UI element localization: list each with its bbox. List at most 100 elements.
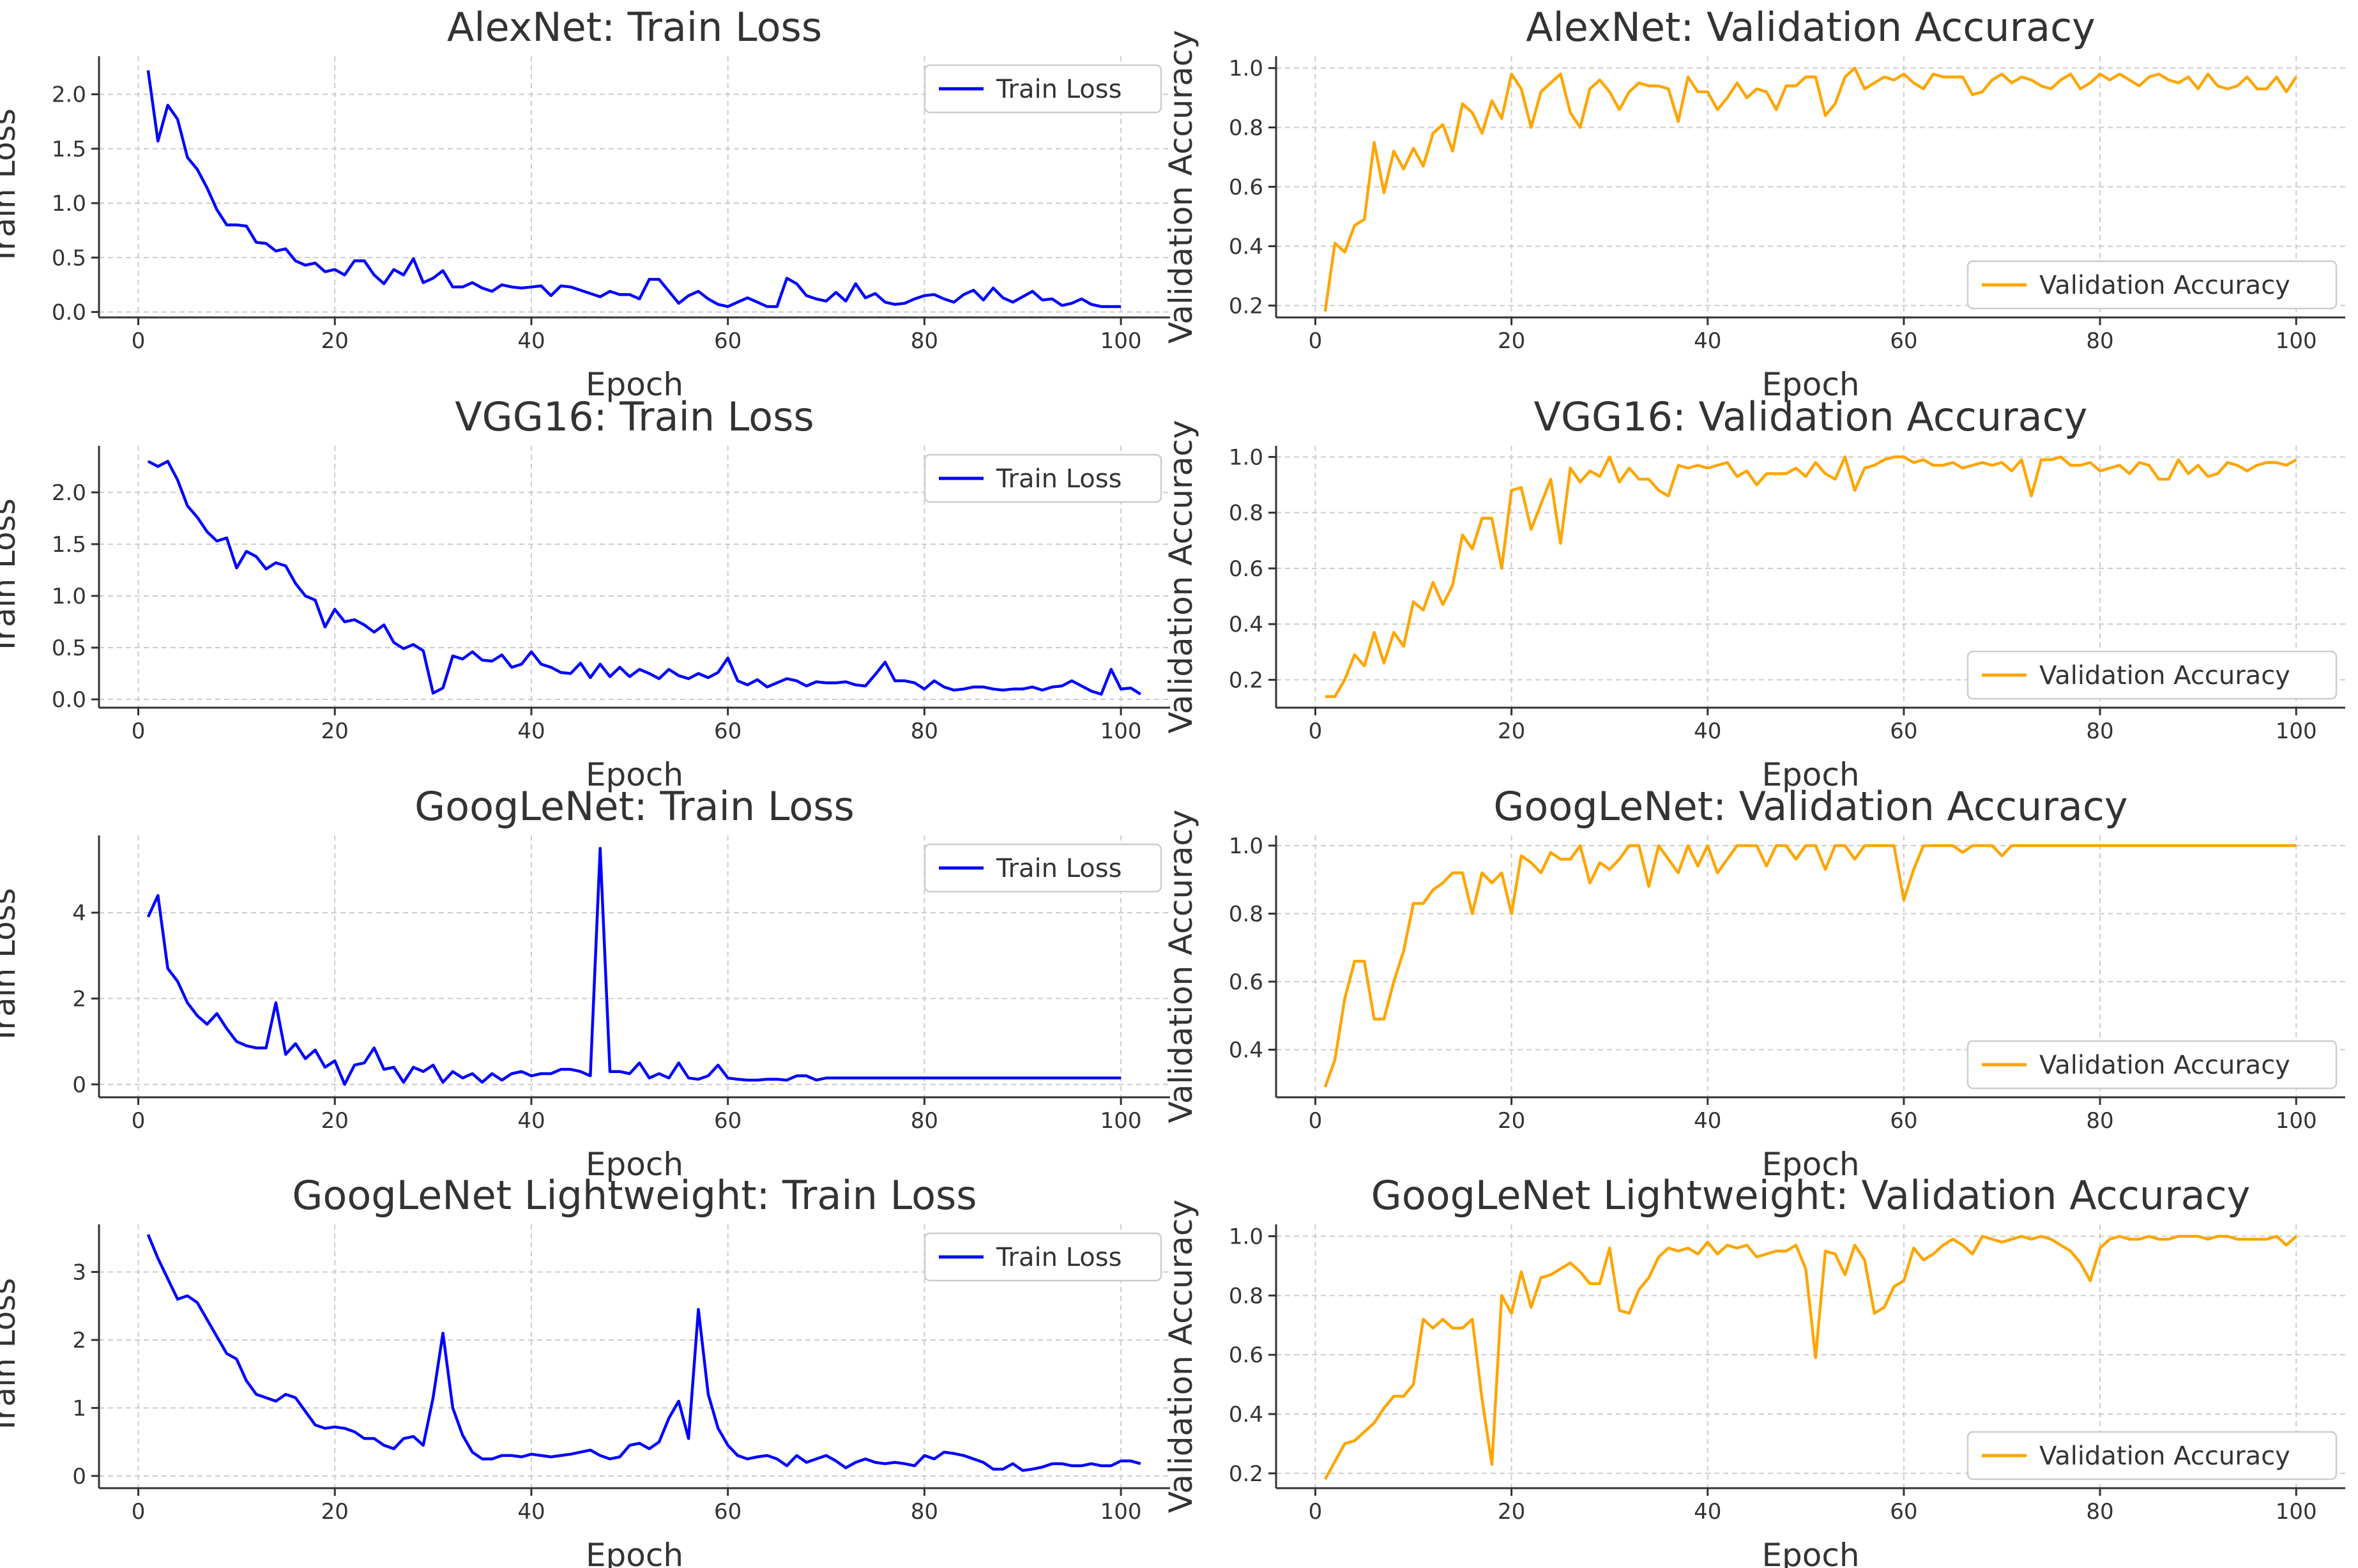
chart-0-legend: Train Loss [924,64,1162,114]
chart-4-ytick-label-0: 0 [72,1072,86,1098]
chart-0-xtick-label-0: 0 [132,328,146,354]
chart-7-ylabel: Validation Accuracy [1162,1199,1199,1513]
chart-2-xtick-label-0: 0 [132,719,146,744]
chart-3-ylabel: Validation Accuracy [1162,420,1199,733]
chart-2-ytick-label-2: 1.0 [52,584,86,609]
chart-0-ytick-label-1: 0.5 [52,245,86,271]
chart-6-series-line-0 [146,1234,1141,1472]
chart-2-legend: Train Loss [924,453,1162,503]
chart-0-title: AlexNet: Train Loss [447,4,822,50]
chart-5-ytick-label-0: 0.4 [1229,1037,1263,1063]
chart-2-series-line-0 [147,460,1142,696]
chart-6-legend: Train Loss [924,1232,1162,1282]
chart-7-xtick-label-4: 80 [2086,1499,2113,1525]
chart-0-xtick-label-2: 40 [517,328,545,354]
chart-5-xtick-label-3: 60 [1890,1108,1917,1134]
chart-5-xtick-label-2: 40 [1694,1108,1721,1134]
chart-2-ytick-label-1: 0.5 [52,636,86,661]
chart-2-xtick-label-4: 80 [911,719,938,744]
chart-5-legend-label: Validation Accuracy [2039,1051,2290,1080]
chart-0-xlabel: Epoch [586,366,683,403]
chart-2-ytick-label-3: 1.5 [52,532,86,558]
chart-7-title: GoogLeNet Lightweight: Validation Accura… [1371,1172,2251,1219]
chart-1-title: AlexNet: Validation Accuracy [1526,4,2096,50]
chart-2-xtick-label-2: 40 [517,719,545,744]
chart-3-title: VGG16: Validation Accuracy [1534,393,2088,440]
chart-6-xtick-label-1: 20 [321,1499,349,1525]
chart-3-ytick-label-0: 0.2 [1229,667,1263,693]
chart-1-ytick-label-0: 0.2 [1229,293,1263,319]
chart-1-xtick-label-3: 60 [1890,328,1917,354]
chart-7-xtick-label-0: 0 [1309,1499,1323,1525]
chart-6-title: GoogLeNet Lightweight: Train Loss [292,1172,977,1219]
chart-4-ytick-label-2: 4 [72,901,86,926]
chart-3-ytick-label-4: 1.0 [1229,445,1263,470]
chart-0-xtick-label-1: 20 [321,328,349,354]
chart-4-xtick-label-1: 20 [321,1108,349,1134]
chart-0-series-line-0 [146,70,1122,308]
chart-7-legend-box [1966,1431,2338,1480]
chart-3-xtick-label-1: 20 [1498,719,1525,744]
chart-2-ylabel: Train Loss [0,498,22,656]
chart-0-ytick-label-4: 2.0 [52,82,86,108]
chart-5-legend-box [1966,1040,2338,1090]
chart-6-legend-box [924,1232,1162,1282]
chart-1-panel: 0 20 40 60 80 100 0.2 0.4 0.6 0.8 1.0 AlexNet: Vali… [1162,4,2345,403]
chart-3-xtick-label-5: 100 [2276,719,2317,744]
chart-4-title: GoogLeNet: Train Loss [415,783,855,830]
chart-0-ytick-label-2: 1.0 [52,191,86,217]
chart-6-ytick-label-2: 2 [72,1328,86,1353]
chart-7-ytick-label-2: 0.6 [1229,1343,1263,1368]
chart-3-ytick-label-2: 0.6 [1229,556,1263,582]
chart-0-xtick-label-5: 100 [1100,328,1142,354]
chart-5-xtick-label-4: 80 [2086,1108,2113,1134]
chart-5-ytick-label-1: 0.6 [1229,970,1263,995]
chart-4-xtick-label-3: 60 [714,1108,742,1134]
chart-4-legend: Train Loss [924,843,1162,893]
chart-1-ylabel: Validation Accuracy [1162,30,1199,344]
chart-0-xtick-label-3: 60 [714,328,742,354]
chart-7-ytick-label-1: 0.4 [1229,1402,1263,1427]
chart-6-ytick-label-0: 0 [72,1464,86,1489]
chart-3-series-line-0 [1325,455,2297,698]
chart-7-xtick-label-2: 40 [1694,1499,1721,1525]
chart-4-legend-box [924,843,1162,893]
chart-5-ylabel: Validation Accuracy [1162,809,1199,1123]
chart-5-ytick-label-2: 0.8 [1229,901,1263,927]
chart-5-series-line-0 [1323,844,2297,1088]
chart-3-legend-box [1966,650,2338,700]
chart-3-ytick-label-3: 0.8 [1229,501,1263,526]
chart-7-ytick-label-3: 0.8 [1229,1283,1263,1309]
chart-2-legend-box [924,453,1162,503]
chart-1-xtick-label-0: 0 [1309,328,1323,354]
chart-0-legend-box [924,64,1162,114]
chart-1-ytick-label-1: 0.4 [1229,234,1263,259]
chart-7-ytick-label-4: 1.0 [1229,1224,1263,1250]
chart-1-legend: Validation Accuracy [1966,260,2338,310]
chart-3-legend: Validation Accuracy [1966,650,2338,700]
chart-6-xtick-label-5: 100 [1100,1499,1142,1525]
chart-3-xtick-label-0: 0 [1309,719,1323,744]
chart-3-xtick-label-2: 40 [1694,719,1721,744]
chart-7-xtick-label-5: 100 [2276,1499,2317,1525]
chart-5-xtick-label-1: 20 [1498,1108,1525,1134]
chart-4-panel: 0 20 40 60 80 100 0 2 4 GoogLeNet: Train Loss Epoc… [0,783,1170,1183]
chart-7-series-line-0 [1323,1235,2297,1480]
chart-3-panel: 0 20 40 60 80 100 0.2 0.4 0.6 0.8 1.0 VGG16: Valida… [1162,393,2345,793]
chart-4-xtick-label-5: 100 [1100,1108,1142,1134]
chart-3-xlabel: Epoch [1761,756,1859,793]
chart-1-legend-label: Validation Accuracy [2039,271,2290,300]
chart-5-title: GoogLeNet: Validation Accuracy [1493,783,2127,830]
chart-1-ytick-label-3: 0.8 [1229,116,1263,141]
chart-1-xtick-label-5: 100 [2276,328,2317,354]
chart-3-xtick-label-4: 80 [2086,719,2113,744]
chart-1-series-line-0 [1323,66,2298,312]
chart-6-xtick-label-4: 80 [911,1499,938,1525]
chart-1-ytick-label-2: 0.6 [1229,175,1263,201]
chart-2-xlabel: Epoch [586,756,683,793]
chart-7-xtick-label-1: 20 [1498,1499,1525,1525]
chart-7-xtick-label-3: 60 [1890,1499,1917,1525]
chart-0-ylabel: Train Loss [0,109,22,266]
chart-4-xtick-label-2: 40 [517,1108,545,1134]
